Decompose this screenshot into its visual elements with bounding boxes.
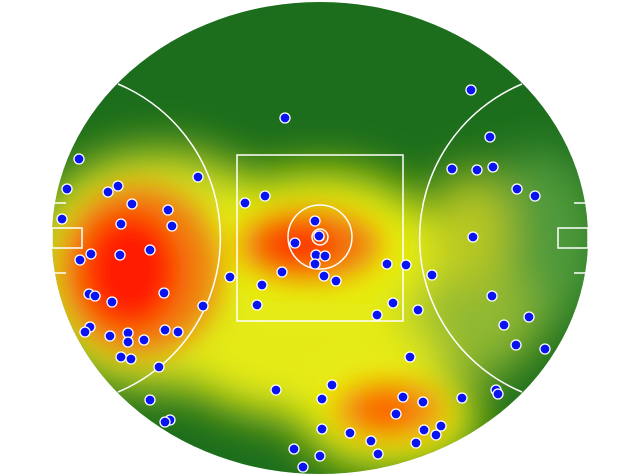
point	[61, 183, 73, 195]
point	[387, 297, 399, 309]
point	[397, 391, 409, 403]
point	[529, 190, 541, 202]
point	[115, 218, 127, 230]
point	[309, 215, 321, 227]
point	[330, 275, 342, 287]
point	[270, 384, 282, 396]
point	[114, 249, 126, 261]
point	[122, 336, 134, 348]
point	[279, 112, 291, 124]
point	[426, 269, 438, 281]
point	[372, 448, 384, 460]
point	[197, 300, 209, 312]
point	[400, 259, 412, 271]
point	[511, 183, 523, 195]
point	[158, 287, 170, 299]
point	[172, 326, 184, 338]
point	[326, 379, 338, 391]
point	[126, 198, 138, 210]
point	[192, 171, 204, 183]
point	[112, 180, 124, 192]
point	[492, 388, 504, 400]
point	[73, 153, 85, 165]
point	[313, 230, 325, 242]
point	[318, 270, 330, 282]
point	[465, 84, 477, 96]
point	[276, 266, 288, 278]
point	[256, 279, 268, 291]
point	[125, 353, 137, 365]
point	[79, 326, 91, 338]
point	[371, 309, 383, 321]
point	[471, 164, 483, 176]
point	[539, 343, 551, 355]
point	[144, 244, 156, 256]
point	[381, 258, 393, 270]
point	[314, 450, 326, 462]
point	[498, 319, 510, 331]
point	[365, 435, 377, 447]
point	[251, 299, 263, 311]
point	[487, 161, 499, 173]
point	[144, 394, 156, 406]
point	[410, 437, 422, 449]
point	[162, 204, 174, 216]
point	[106, 296, 118, 308]
point	[319, 250, 331, 262]
point	[259, 190, 271, 202]
points	[56, 84, 551, 473]
point	[289, 237, 301, 249]
point	[484, 131, 496, 143]
point	[153, 361, 165, 373]
point	[166, 220, 178, 232]
point	[102, 186, 114, 198]
point	[316, 393, 328, 405]
point	[417, 396, 429, 408]
point	[435, 420, 447, 432]
point	[430, 429, 442, 441]
point	[138, 334, 150, 346]
point	[239, 197, 251, 209]
point	[446, 163, 458, 175]
point	[510, 339, 522, 351]
point	[309, 258, 321, 270]
point	[159, 324, 171, 336]
point	[288, 443, 300, 455]
point	[523, 311, 535, 323]
point	[344, 427, 356, 439]
point	[486, 290, 498, 302]
point	[456, 392, 468, 404]
point	[418, 424, 430, 436]
field-lines	[51, 83, 589, 393]
point	[404, 351, 416, 363]
point	[85, 248, 97, 260]
point	[104, 330, 116, 342]
point	[467, 231, 479, 243]
point	[390, 408, 402, 420]
point	[89, 290, 101, 302]
point	[56, 213, 68, 225]
point	[297, 461, 309, 473]
point	[74, 254, 86, 266]
point	[316, 423, 328, 435]
point	[224, 271, 236, 283]
point	[412, 304, 424, 316]
point	[159, 416, 171, 428]
point	[115, 351, 127, 363]
